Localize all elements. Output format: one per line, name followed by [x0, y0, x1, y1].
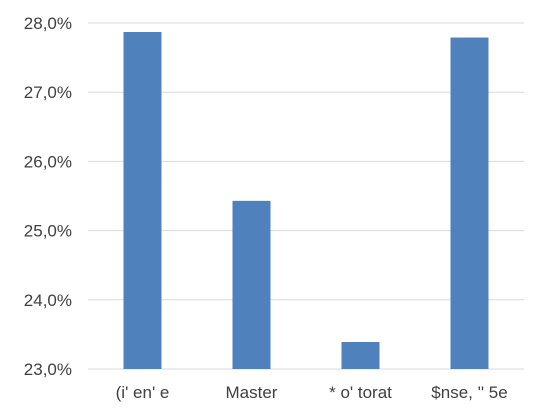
x-tick-label: $nse, '' 5e	[431, 383, 507, 402]
bar	[450, 37, 489, 369]
x-tick-label: Master	[226, 383, 278, 402]
bar	[123, 31, 162, 369]
x-tick-label: (i' en' e	[116, 383, 170, 402]
y-tick-label: 26,0%	[24, 152, 72, 171]
x-axis-labels: (i' en' e Master * o' torat $nse, '' 5e	[116, 383, 508, 402]
y-axis-labels: 23,0% 24,0% 25,0% 26,0% 27,0% 28,0%	[24, 14, 72, 379]
y-tick-label: 23,0%	[24, 360, 72, 379]
y-tick-label: 27,0%	[24, 83, 72, 102]
bar	[341, 342, 380, 369]
y-tick-label: 25,0%	[24, 222, 72, 241]
bars	[123, 31, 489, 369]
bar	[232, 200, 271, 369]
x-tick-label: * o' torat	[329, 383, 392, 402]
y-tick-label: 24,0%	[24, 291, 72, 310]
y-tick-label: 28,0%	[24, 14, 72, 33]
